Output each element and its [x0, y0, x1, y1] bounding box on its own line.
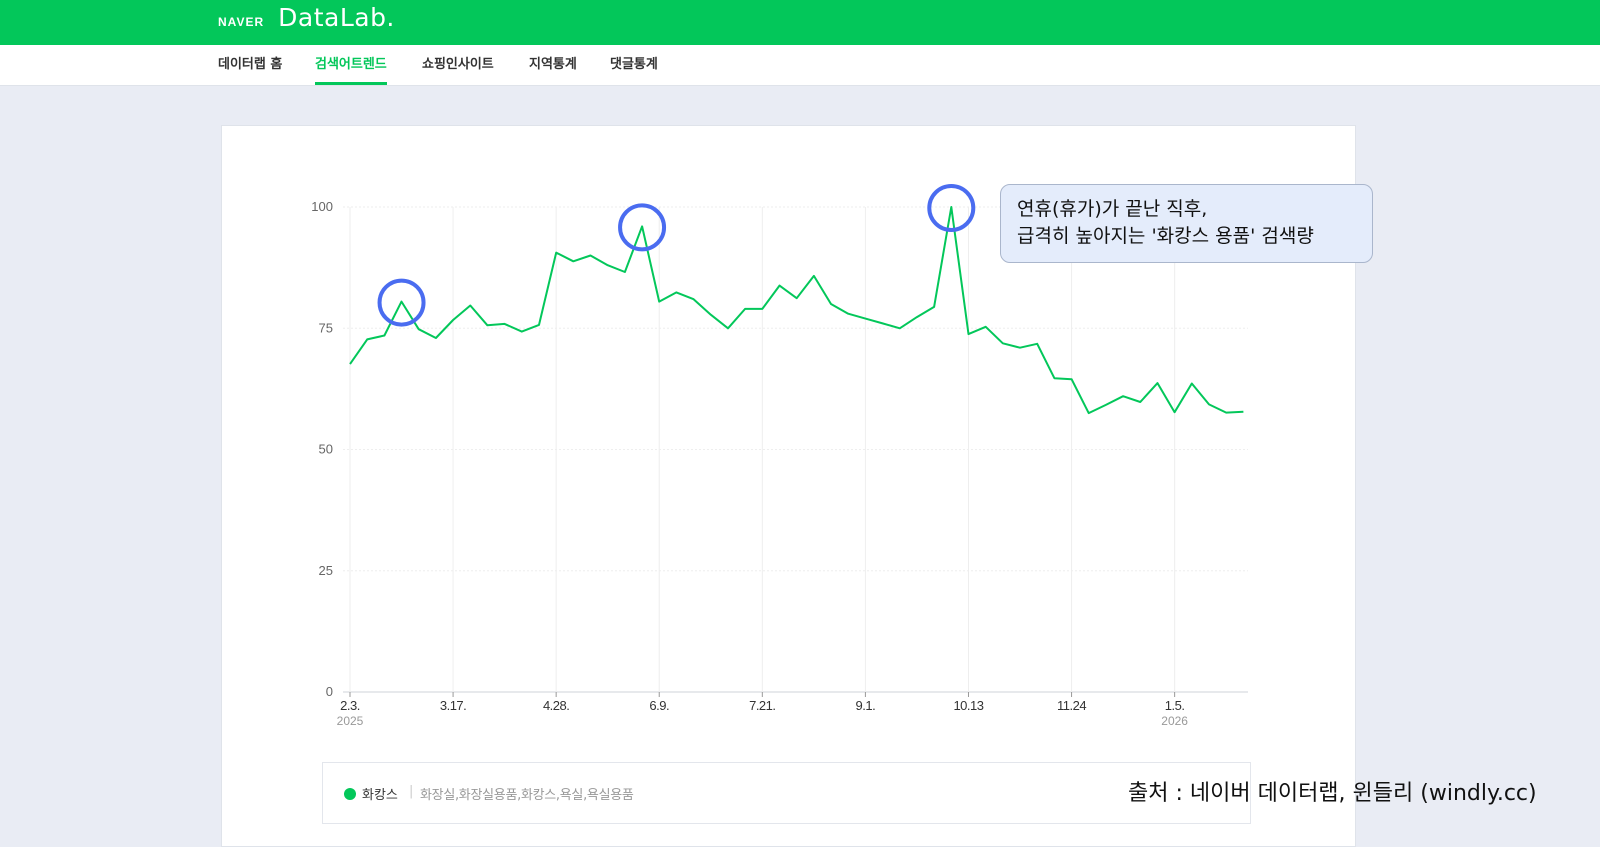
chart-grid: [343, 206, 1248, 697]
top-header-bar: NAVER DataLab.: [0, 0, 1600, 45]
nav-comment-stats[interactable]: 댓글통계: [610, 57, 658, 72]
y-tick-label: 75: [319, 320, 333, 335]
x-tick-label: 11.24: [1057, 698, 1086, 713]
y-tick-label: 100: [311, 199, 333, 214]
callout-line-1: 연휴(휴가)가 끝난 직후,: [1017, 198, 1208, 220]
legend-series-name: 화캉스: [362, 788, 398, 803]
trend-chart: 0 25 50 75 100 2.3.2025 3.17. 4.28. 6.9. 7.21. 9.…: [311, 184, 1248, 728]
nav-shopping-insight[interactable]: 쇼핑인사이트: [422, 57, 494, 72]
nav-search-trend[interactable]: 검색어트렌드: [315, 45, 387, 85]
peak-highlight-circle: [377, 278, 426, 327]
y-tick-label: 0: [326, 684, 333, 699]
series-line-hwacance: [349, 206, 1244, 415]
datalab-logo-text: DataLab.: [278, 3, 395, 32]
x-axis-ticks: 2.3.2025 3.17. 4.28. 6.9. 7.21. 9.1. 10.13 11.2…: [337, 698, 1189, 728]
nav-regional-stats[interactable]: 지역통계: [529, 57, 577, 72]
x-tick-year-label: 2025: [337, 714, 364, 728]
naver-logo-text: NAVER: [218, 15, 265, 29]
x-tick-label: 10.13: [953, 698, 983, 713]
y-axis-ticks: 0 25 50 75 100: [311, 199, 333, 699]
x-tick-label: 9.1.: [856, 698, 876, 713]
legend-search-terms: 화장실,화장실용품,화캉스,욕실,욕실용품: [420, 788, 634, 803]
x-tick-label: 4.28.: [543, 698, 569, 713]
annotation-callout: 연휴(휴가)가 끝난 직후, 급격히 높아지는 '화캉스 용품' 검색량: [1000, 184, 1373, 263]
main-nav: 데이터랩 홈 검색어트렌드 쇼핑인사이트 지역통계 댓글통계: [0, 45, 1600, 86]
x-tick-label: 3.17.: [440, 698, 466, 713]
brand-logo[interactable]: NAVER DataLab.: [218, 3, 395, 32]
x-tick-label: 2.3.: [340, 698, 360, 713]
y-tick-label: 50: [319, 442, 333, 457]
peak-highlight-circle: [618, 203, 667, 252]
x-tick-label: 6.9.: [649, 698, 669, 713]
y-tick-label: 25: [319, 563, 333, 578]
legend-separator: |: [409, 784, 414, 799]
peak-highlights: [377, 184, 976, 327]
legend-box: 화캉스 | 화장실,화장실용품,화캉스,욕실,욕실용품: [322, 762, 1251, 824]
peak-highlight-circle: [927, 184, 976, 232]
x-tick-label: 1.5.: [1165, 698, 1185, 713]
callout-line-2: 급격히 높아지는 '화캉스 용품' 검색량: [1017, 225, 1314, 247]
x-tick-year-label: 2026: [1161, 714, 1188, 728]
legend-color-dot: [344, 788, 356, 800]
series-line-layer: [349, 206, 1244, 415]
source-caption: 출처 : 네이버 데이터랩, 윈들리 (windly.cc): [1128, 781, 1537, 806]
nav-datalab-home[interactable]: 데이터랩 홈: [218, 57, 283, 72]
x-tick-label: 7.21.: [749, 698, 775, 713]
